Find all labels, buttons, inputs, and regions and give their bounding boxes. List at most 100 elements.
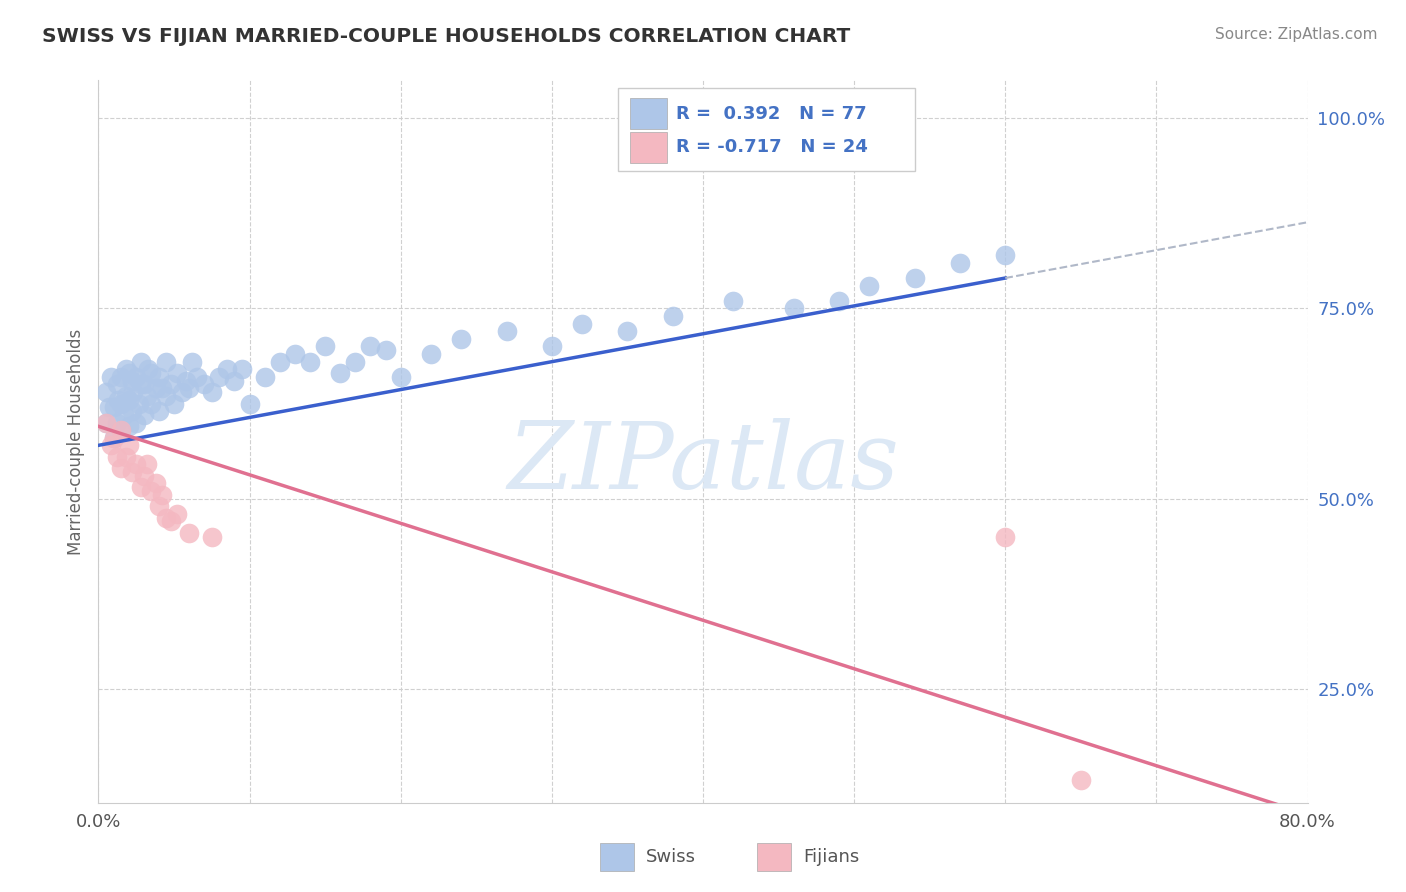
Y-axis label: Married-couple Households: Married-couple Households [66, 328, 84, 555]
Point [231, 362, 253, 376]
Point [215, 362, 238, 376]
Point [949, 256, 972, 270]
Point [239, 396, 262, 410]
Point [103, 431, 125, 445]
Point [828, 293, 851, 308]
Point [155, 510, 177, 524]
Point [94, 416, 117, 430]
Point [299, 354, 322, 368]
Text: R = -0.717   N = 24: R = -0.717 N = 24 [676, 138, 869, 156]
Point [858, 278, 880, 293]
Point [128, 396, 150, 410]
Point [253, 370, 276, 384]
Text: Swiss: Swiss [647, 848, 696, 866]
Point [314, 339, 336, 353]
Point [329, 366, 352, 380]
Point [186, 370, 208, 384]
Point [141, 483, 163, 498]
Point [160, 377, 183, 392]
Point [125, 458, 148, 472]
FancyBboxPatch shape [619, 87, 915, 170]
Text: ZIPatlas: ZIPatlas [508, 418, 898, 508]
Point [141, 396, 163, 410]
Text: Fijians: Fijians [803, 848, 859, 866]
Point [103, 431, 125, 445]
Point [170, 385, 193, 400]
Point [193, 377, 215, 392]
Point [129, 480, 152, 494]
Point [374, 343, 396, 358]
Point [389, 370, 412, 384]
Point [150, 381, 173, 395]
Point [110, 396, 132, 410]
Point [135, 389, 157, 403]
Point [118, 366, 141, 380]
Point [994, 530, 1017, 544]
Point [118, 419, 141, 434]
Point [160, 515, 183, 529]
Point [100, 370, 122, 384]
Point [360, 339, 382, 353]
Point [105, 416, 128, 430]
Point [166, 366, 188, 380]
Point [110, 423, 132, 437]
Point [110, 461, 132, 475]
Point [148, 370, 170, 384]
Point [616, 324, 638, 338]
Point [148, 499, 170, 513]
Point [132, 408, 155, 422]
Point [150, 488, 173, 502]
Point [141, 366, 163, 380]
Point [110, 370, 132, 384]
Point [201, 530, 224, 544]
Bar [630, 132, 666, 163]
Point [121, 374, 143, 388]
Point [98, 401, 121, 415]
Point [107, 392, 129, 407]
Point [269, 354, 291, 368]
Point [166, 507, 188, 521]
Point [208, 370, 231, 384]
Point [450, 332, 472, 346]
Point [201, 385, 224, 400]
Point [420, 347, 443, 361]
Point [122, 385, 145, 400]
Point [179, 381, 201, 395]
Point [129, 377, 152, 392]
Point [118, 438, 141, 452]
Point [145, 381, 167, 395]
Point [114, 389, 136, 403]
Point [121, 404, 143, 418]
Bar [758, 843, 792, 871]
Point [1070, 772, 1092, 787]
Point [155, 389, 177, 403]
Point [135, 458, 157, 472]
Point [181, 354, 204, 368]
Point [105, 377, 128, 392]
Point [132, 468, 155, 483]
Point [94, 416, 117, 430]
Point [571, 317, 593, 331]
Point [904, 271, 927, 285]
Point [145, 476, 167, 491]
Point [112, 408, 135, 422]
Text: SWISS VS FIJIAN MARRIED-COUPLE HOUSEHOLDS CORRELATION CHART: SWISS VS FIJIAN MARRIED-COUPLE HOUSEHOLD… [42, 27, 851, 45]
Point [110, 423, 132, 437]
Point [125, 416, 148, 430]
Point [114, 362, 136, 376]
Point [105, 450, 128, 464]
Point [100, 438, 122, 452]
Point [783, 301, 806, 316]
Point [155, 354, 177, 368]
Point [118, 392, 141, 407]
Point [179, 525, 201, 540]
Point [121, 465, 143, 479]
Point [148, 404, 170, 418]
Text: R =  0.392   N = 77: R = 0.392 N = 77 [676, 104, 868, 122]
Bar [600, 843, 634, 871]
Point [284, 347, 307, 361]
Point [344, 354, 367, 368]
Point [163, 396, 186, 410]
Text: Source: ZipAtlas.com: Source: ZipAtlas.com [1215, 27, 1378, 42]
Point [114, 450, 136, 464]
